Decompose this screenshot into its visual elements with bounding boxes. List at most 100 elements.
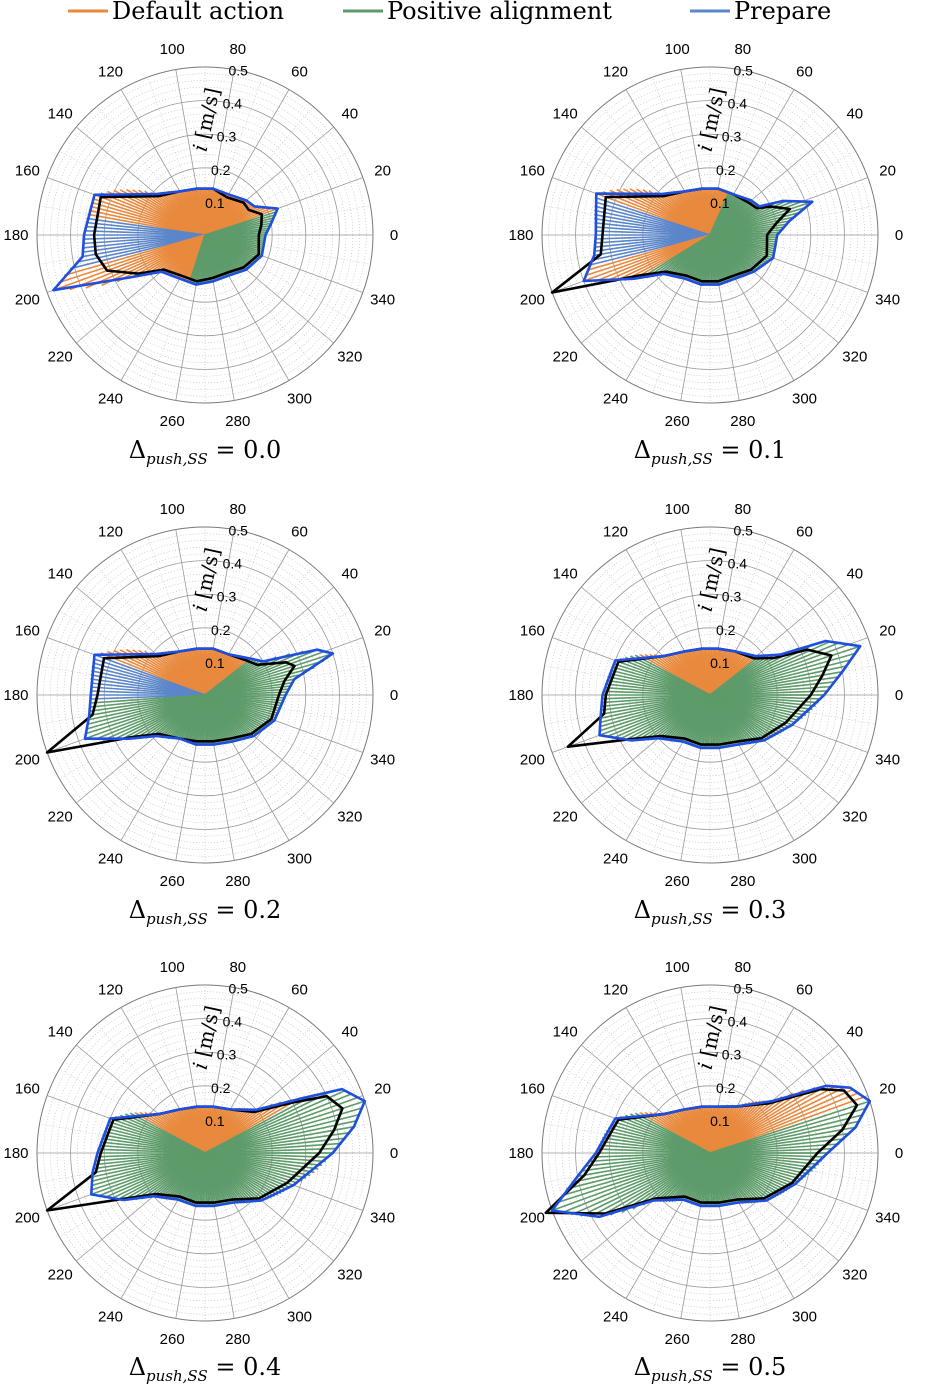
angle-tick-label: 80 xyxy=(229,959,246,976)
action-ray xyxy=(204,1119,358,1154)
angle-tick-label: 140 xyxy=(48,1024,73,1041)
angle-tick-label: 40 xyxy=(846,566,863,583)
minor-grid-circle xyxy=(548,73,872,397)
action-ray xyxy=(709,1092,859,1154)
radial-tick-label: 0.4 xyxy=(223,96,243,112)
angle-tick-label: 80 xyxy=(734,501,751,518)
action-ray xyxy=(570,1152,711,1216)
minor-grid-spoke xyxy=(204,234,351,320)
angle-tick-label: 300 xyxy=(287,851,312,868)
minor-grid-spoke xyxy=(601,234,711,364)
action-ray xyxy=(561,1152,711,1214)
inner-boundary-curve xyxy=(566,647,833,748)
minor-grid-spoke xyxy=(564,1068,711,1154)
angle-tick-label: 60 xyxy=(291,523,308,540)
angle-tick-label: 120 xyxy=(98,523,123,540)
angle-tick-label: 160 xyxy=(15,162,40,179)
angle-tick-label: 180 xyxy=(508,687,533,704)
angle-tick-label: 260 xyxy=(665,1331,690,1348)
angle-tick-label: 0 xyxy=(895,1145,903,1162)
action-ray xyxy=(709,1126,856,1154)
angle-tick-label: 100 xyxy=(160,501,185,518)
outer-boundary-curve xyxy=(550,1084,872,1219)
radial-tick-label: 0.5 xyxy=(733,523,753,539)
radial-tick-label: 0.5 xyxy=(733,63,753,79)
action-rays xyxy=(90,1089,366,1207)
polar-panel-1: 0 20 40 60 80 100 120 140 160 180 200 220 240 260 280 3… xyxy=(508,41,903,468)
angle-tick-label: 20 xyxy=(374,162,391,179)
radial-axis-variable: i xyxy=(188,1054,214,1071)
panel-caption: Δpush,SS = 0.3 xyxy=(634,896,787,928)
action-ray xyxy=(709,1107,867,1154)
action-ray xyxy=(69,234,206,291)
legend-label-prepare: Prepare xyxy=(734,0,831,25)
minor-grid-spoke xyxy=(709,694,768,854)
action-ray xyxy=(204,1096,359,1154)
angle-tick-label: 280 xyxy=(225,1331,250,1348)
caption-value: = 0.1 xyxy=(713,436,787,464)
radial-tick-label: 0.1 xyxy=(710,655,730,671)
minor-grid-spoke xyxy=(652,234,711,394)
legend-label-default: Default action xyxy=(112,0,284,25)
action-ray xyxy=(709,1100,871,1154)
action-ray xyxy=(709,1085,837,1154)
angle-tick-label: 220 xyxy=(553,349,578,366)
angle-tick-label: 340 xyxy=(370,752,395,769)
panel-caption: Δpush,SS = 0.4 xyxy=(129,1353,282,1385)
minor-grid-spoke xyxy=(652,1152,711,1312)
outer-boundary-curve xyxy=(582,187,814,286)
angle-tick-label: 140 xyxy=(48,566,73,583)
angle-tick-label: 80 xyxy=(734,41,751,58)
radial-tick-label: 0.4 xyxy=(223,556,243,572)
angle-tick-label: 320 xyxy=(337,809,362,826)
angle-tick-label: 20 xyxy=(879,1080,896,1097)
minor-grid-spoke xyxy=(709,76,768,236)
angle-tick-label: 60 xyxy=(796,981,813,998)
action-ray xyxy=(204,1125,355,1154)
minor-grid-spoke xyxy=(96,694,206,824)
angle-tick-label: 220 xyxy=(48,809,73,826)
angle-tick-label: 340 xyxy=(370,292,395,309)
action-ray xyxy=(53,234,206,291)
legend-label-positive: Positive alignment xyxy=(387,0,612,25)
angle-tick-label: 80 xyxy=(229,501,246,518)
minor-grid-spoke xyxy=(709,234,819,364)
angle-tick-label: 20 xyxy=(374,1080,391,1097)
angle-tick-label: 260 xyxy=(665,413,690,430)
polar-panel-2: 0 20 40 60 80 100 120 140 160 180 200 220 240 260 280 3… xyxy=(3,501,398,928)
minor-grid-spoke xyxy=(204,234,314,364)
radial-tick-label: 0.3 xyxy=(722,129,742,145)
minor-grid-spoke xyxy=(96,566,206,696)
angle-tick-label: 120 xyxy=(98,63,123,80)
angle-tick-label: 60 xyxy=(796,63,813,80)
minor-grid-spoke xyxy=(96,106,206,236)
radial-tick-label: 0.5 xyxy=(228,63,248,79)
polar-panel-5: 0 20 40 60 80 100 120 140 160 180 200 220 240 260 280 3… xyxy=(508,959,903,1385)
panel-caption: Δpush,SS = 0.2 xyxy=(129,896,282,928)
minor-grid-spoke xyxy=(204,150,351,236)
angle-tick-label: 300 xyxy=(287,1309,312,1326)
angle-tick-label: 0 xyxy=(390,1145,398,1162)
angle-tick-label: 100 xyxy=(160,41,185,58)
minor-grid-circle xyxy=(548,533,872,857)
radial-tick-label: 0.2 xyxy=(716,622,736,638)
angle-tick-label: 180 xyxy=(508,1145,533,1162)
radial-tick-label: 0.3 xyxy=(722,1047,742,1063)
angle-tick-label: 320 xyxy=(337,349,362,366)
angle-tick-label: 260 xyxy=(665,873,690,890)
angle-tick-label: 40 xyxy=(341,566,358,583)
minor-grid-spoke xyxy=(601,1024,711,1154)
panel-caption: Δpush,SS = 0.1 xyxy=(634,436,787,468)
angle-tick-label: 60 xyxy=(291,981,308,998)
angle-tick-label: 300 xyxy=(792,851,817,868)
angle-tick-label: 240 xyxy=(98,391,123,408)
angle-tick-label: 280 xyxy=(225,413,250,430)
radial-axis-variable: i xyxy=(188,596,214,613)
action-ray xyxy=(69,234,206,270)
action-ray xyxy=(709,643,851,696)
inner-boundary-curve xyxy=(92,187,264,283)
minor-grid-spoke xyxy=(709,234,856,320)
caption-delta: Δ xyxy=(129,1353,146,1381)
angle-tick-label: 180 xyxy=(3,687,28,704)
